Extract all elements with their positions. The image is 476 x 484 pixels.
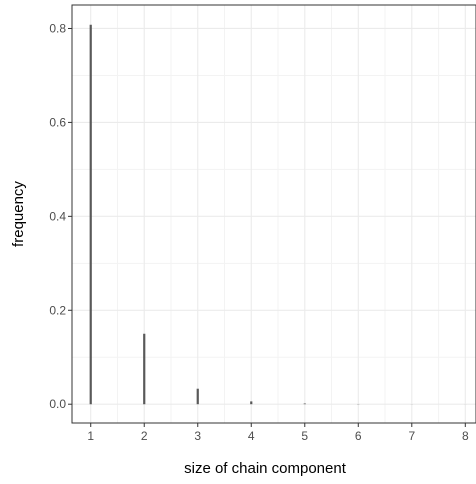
major-gridlines [72, 5, 476, 423]
x-tick-label: 6 [355, 429, 362, 443]
y-tick-label: 0.4 [49, 209, 66, 223]
data-bars [89, 24, 467, 405]
y-tick-label: 0.8 [49, 21, 66, 35]
y-tick-label: 0.6 [49, 115, 66, 129]
x-tick-label: 5 [301, 429, 308, 443]
y-axis-title: frequency [10, 181, 27, 247]
panel-border [71, 4, 476, 424]
x-tick-label: 1 [87, 429, 94, 443]
y-tick-label: 0.2 [49, 303, 66, 317]
y-tick-label: 0.0 [49, 397, 66, 411]
x-axis: 1 2 3 4 5 6 7 8 [87, 423, 469, 443]
x-tick-label: 4 [248, 429, 255, 443]
x-tick-label: 8 [462, 429, 469, 443]
x-tick-label: 3 [194, 429, 201, 443]
x-axis-title: size of chain component [184, 460, 347, 477]
x-tick-label: 7 [408, 429, 415, 443]
y-axis: 0.0 0.2 0.4 0.6 0.8 [49, 21, 72, 411]
x-tick-label: 2 [141, 429, 148, 443]
minor-gridlines [72, 5, 476, 423]
